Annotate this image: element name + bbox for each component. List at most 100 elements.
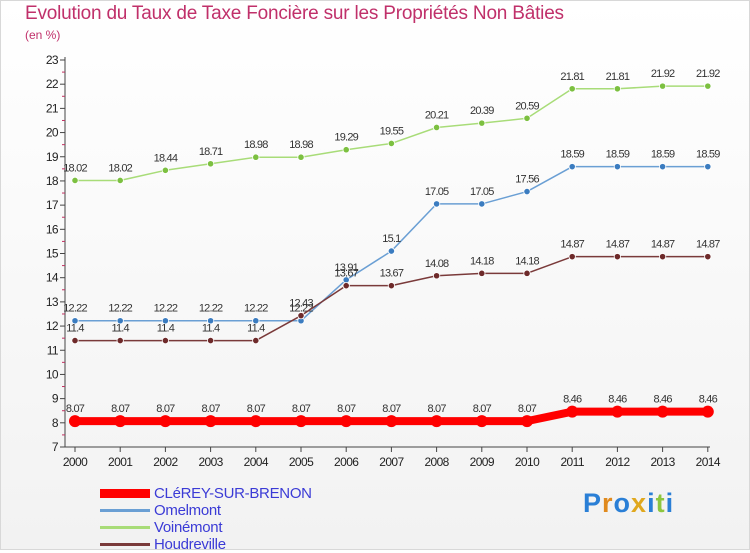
data-point — [116, 317, 124, 325]
data-label: 14.08 — [425, 258, 449, 270]
y-tick-label: 16 — [46, 222, 59, 236]
data-label: 12.22 — [154, 303, 178, 315]
data-label: 8.07 — [292, 403, 311, 415]
data-label: 18.59 — [696, 149, 720, 161]
data-point — [704, 82, 712, 90]
data-point — [658, 253, 667, 261]
data-point — [71, 336, 79, 345]
data-label: 18.98 — [244, 139, 268, 151]
data-label: 8.07 — [337, 403, 356, 415]
x-tick-label: 2008 — [424, 455, 449, 469]
x-tick-label: 2004 — [244, 455, 269, 469]
data-label: 19.29 — [334, 132, 358, 144]
data-label: 14.87 — [651, 239, 675, 251]
x-tick-label: 2014 — [696, 455, 721, 469]
data-label: 15.1 — [382, 233, 401, 245]
data-point — [116, 336, 124, 345]
y-tick-label: 18 — [46, 174, 59, 188]
data-label: 21.81 — [606, 71, 630, 83]
chart-title: Evolution du Taux de Taxe Foncière sur l… — [25, 3, 564, 24]
series-1: 12.22 12.22 12.22 12.22 12.22 12.2213.9115.11… — [63, 149, 721, 325]
logo-letter: i — [647, 488, 656, 518]
x-tick-label: 2009 — [470, 455, 495, 469]
legend-label: Voinémont — [154, 519, 223, 536]
chart-plot: 8.07 8.07 8.07 8.07 8.07 8.07 8.07 8.07 8.07 8.07… — [63, 68, 721, 428]
data-label: 21.92 — [696, 68, 720, 80]
y-tick-label: 9 — [52, 392, 59, 406]
data-point — [613, 253, 622, 261]
data-point — [69, 415, 81, 428]
legend-label: CLéREY-SUR-BRENON — [154, 485, 312, 502]
data-label: 11.4 — [202, 323, 220, 335]
y-tick-label: 12 — [46, 319, 59, 333]
data-label: 19.55 — [380, 125, 404, 137]
series-2: 18.02 18.02 18.44 18.71 18.98 18.98 19.29 19.55… — [63, 68, 721, 185]
data-point — [478, 119, 486, 127]
x-tick-label: 2003 — [198, 455, 223, 469]
x-tick-label: 2010 — [515, 455, 540, 469]
x-tick-label: 2005 — [289, 455, 314, 469]
y-tick-label: 17 — [46, 198, 59, 212]
data-label: 17.05 — [470, 186, 494, 198]
data-label: 8.46 — [699, 394, 718, 406]
data-label: 11.4 — [66, 323, 84, 335]
legend-swatch — [100, 526, 150, 529]
data-label: 8.07 — [111, 403, 130, 415]
data-point — [340, 415, 353, 428]
data-point — [568, 163, 576, 171]
data-point — [478, 269, 486, 277]
data-point — [114, 415, 127, 428]
data-label: 18.59 — [651, 149, 675, 161]
data-label: 21.81 — [560, 71, 584, 83]
data-point — [252, 153, 260, 161]
y-tick-label: 14 — [46, 271, 59, 285]
data-label: 12.22 — [108, 303, 132, 315]
legend-swatch — [100, 489, 150, 498]
data-point — [566, 405, 579, 418]
data-label: 8.07 — [201, 403, 220, 415]
logo-letter: P — [583, 488, 603, 518]
data-label: 8.07 — [473, 403, 492, 415]
y-tick-label: 13 — [46, 295, 59, 309]
data-label: 8.46 — [653, 394, 672, 406]
data-point — [159, 415, 172, 428]
data-point — [252, 336, 260, 345]
y-tick-label: 8 — [52, 416, 59, 430]
data-point — [295, 415, 307, 428]
data-point — [432, 200, 441, 208]
data-label: 8.46 — [563, 394, 582, 406]
logo-letter: t — [655, 488, 666, 518]
data-point — [161, 317, 169, 325]
data-point — [475, 415, 488, 428]
data-point — [116, 176, 124, 185]
data-label: 12.22 — [244, 303, 268, 315]
data-point — [658, 163, 667, 171]
series-0: 8.07 8.07 8.07 8.07 8.07 8.07 8.07 8.07 8.07 8.07… — [66, 394, 718, 428]
data-label: 17.05 — [425, 186, 449, 198]
data-label: 11.4 — [111, 323, 129, 335]
data-label: 14.18 — [515, 255, 539, 267]
data-point — [71, 176, 79, 185]
data-point — [704, 253, 712, 261]
data-point — [658, 82, 667, 90]
data-point — [613, 163, 622, 171]
data-point — [701, 405, 714, 418]
x-tick-label: 2012 — [605, 455, 630, 469]
data-label: 13.67 — [334, 268, 358, 280]
data-point — [342, 146, 350, 154]
x-tick-label: 2007 — [379, 455, 404, 469]
x-tick-label: 2006 — [334, 455, 359, 469]
data-point — [71, 317, 79, 325]
data-label: 8.07 — [247, 403, 266, 415]
legend-label: Omelmont — [154, 502, 221, 519]
data-label: 8.07 — [382, 403, 401, 415]
data-point — [611, 405, 624, 418]
data-label: 12.43 — [289, 298, 313, 310]
data-point — [568, 253, 576, 261]
data-point — [613, 85, 622, 93]
series-3: 11.4 11.4 11.4 11.4 11.4 12.43 13.67 13.67 14.08… — [66, 239, 721, 345]
data-label: 14.87 — [606, 239, 630, 251]
data-label: 11.4 — [247, 323, 265, 335]
data-label: 20.39 — [470, 105, 494, 117]
